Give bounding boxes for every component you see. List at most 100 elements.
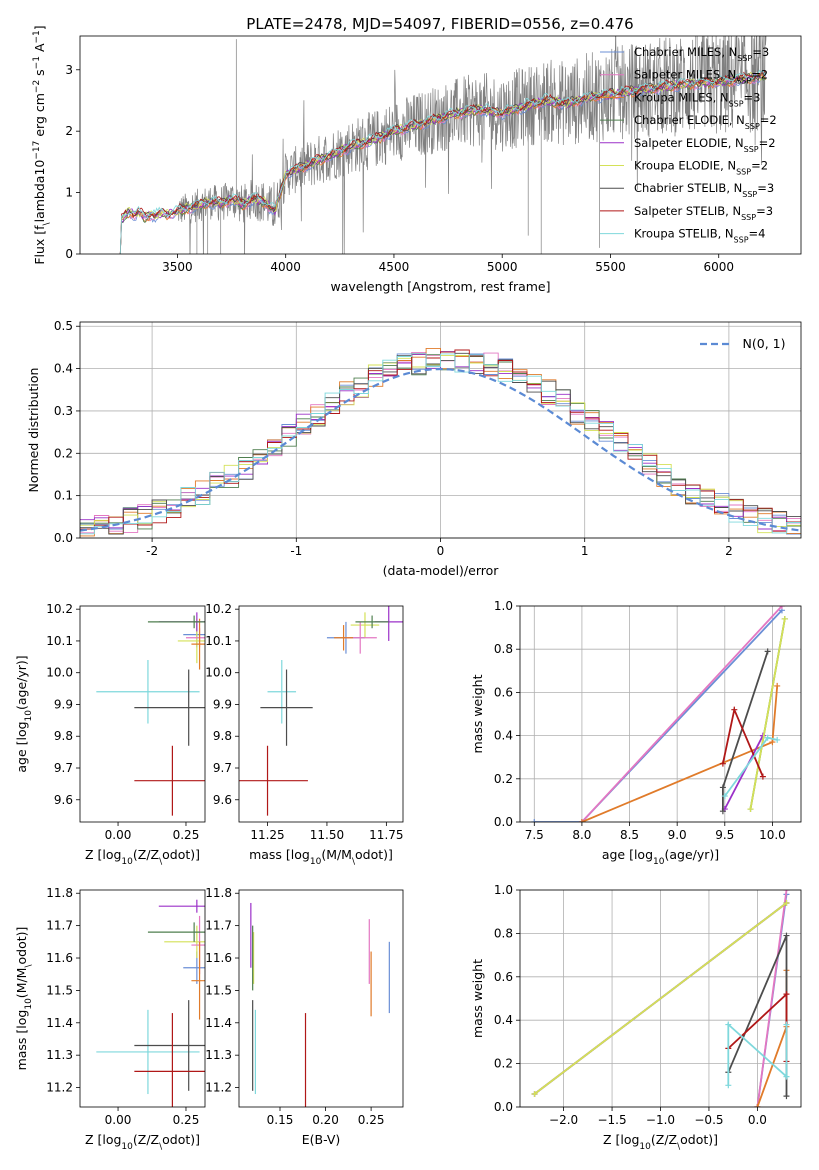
legend-entry: Kroupa STELIB, NSSP=4	[634, 227, 765, 245]
weight-marker	[719, 784, 726, 791]
y-tick-label: 11.7	[205, 919, 232, 933]
model-spectrum-line	[119, 73, 767, 254]
age-vs-metallicity-panel: 0.00 0.25 9.6 9.7 9.8 9.9 10.0 10.1 10.2 Z [log10…	[14, 602, 206, 867]
weight-marker	[774, 682, 781, 689]
x-axis-label: age [log10(age/yr)]	[602, 847, 719, 867]
weight-marker	[721, 793, 728, 800]
y-tick-label: 11.6	[46, 951, 73, 965]
y-tick-label: 1.0	[494, 883, 513, 897]
y-axis-label: Normed distribution	[26, 368, 41, 493]
x-axis-label: E(B-V)	[302, 1132, 341, 1147]
legend-entry: Chabrier STELIB, NSSP=3	[634, 181, 774, 199]
y-tick-label: 0.4	[54, 362, 73, 376]
y-tick-label: 1	[65, 186, 73, 200]
y-tick-label: 0.2	[494, 772, 513, 786]
legend-entry: Salpeter ELODIE, NSSP=2	[634, 136, 776, 154]
x-axis-label: mass [log10(M/M\odot)]	[249, 847, 393, 867]
weight-line	[756, 970, 788, 1107]
y-tick-label: 0.8	[494, 642, 513, 656]
y-tick-label: 0.0	[54, 531, 73, 545]
x-tick-label: −1.5	[597, 1113, 626, 1127]
y-tick-label: 10.0	[205, 666, 232, 680]
mass-vs-metallicity-panel: 0.00 0.25 11.2 11.3 11.4 11.5 11.6 11.7 11.8 Z [l…	[14, 886, 206, 1152]
axes-frame	[79, 321, 802, 539]
x-tick-label: 8.5	[620, 828, 639, 842]
y-tick-label: 0.2	[54, 446, 73, 460]
weight-line	[724, 735, 764, 810]
y-axis-label: mass weight	[470, 674, 485, 753]
spectrum-panel: 3500 4000 4500 5000 5500 6000 0 1 2 3 wavelength […	[32, 25, 802, 294]
model-spectrum-line	[119, 75, 767, 254]
axes-frame	[79, 35, 802, 255]
plot-area	[250, 902, 390, 1107]
x-tick-label: 11.25	[250, 828, 284, 842]
figure-title: PLATE=2478, MJD=54097, FIBERID=0556, z=0…	[246, 15, 633, 33]
x-tick-label: -2	[146, 544, 158, 558]
weight-marker	[764, 648, 771, 655]
x-tick-label: 0	[437, 544, 445, 558]
legend-entry: Salpeter STELIB, NSSP=3	[634, 204, 773, 222]
y-tick-label: 11.8	[46, 886, 73, 900]
weight-marker	[731, 706, 738, 713]
axes-frame	[238, 605, 404, 823]
y-axis-label: mass [log10(M/M\odot)]	[14, 927, 34, 1071]
x-tick-label: 5000	[487, 260, 518, 274]
y-tick-label: 9.6	[54, 793, 73, 807]
y-tick-label: 9.6	[213, 793, 232, 807]
weight-marker	[783, 1093, 790, 1100]
y-tick-label: 11.3	[46, 1048, 73, 1062]
model-spectrum-line	[119, 69, 767, 254]
y-tick-label: 9.9	[54, 697, 73, 711]
y-axis-label: Flux [f\lambda10−17 erg cm−2 s−1 A−1]	[32, 25, 52, 264]
weight-marker	[783, 1073, 790, 1080]
weight-marker	[783, 932, 790, 939]
x-tick-label: 0.25	[173, 828, 200, 842]
y-tick-label: 0.0	[494, 815, 513, 829]
x-tick-label: 0.0	[748, 1113, 767, 1127]
y-tick-label: 11.6	[205, 951, 232, 965]
residual-histogram	[80, 351, 801, 534]
plot-area	[531, 890, 790, 1107]
x-tick-label: 5500	[595, 260, 626, 274]
x-tick-label: 0.15	[267, 1113, 294, 1127]
weight-marker	[531, 1090, 538, 1097]
y-tick-label: 10.1	[205, 634, 232, 648]
x-tick-label: 0.25	[173, 1113, 200, 1127]
plot-area	[531, 606, 788, 822]
y-axis-label: mass weight	[470, 959, 485, 1038]
x-axis-label: (data-model)/error	[383, 563, 500, 578]
y-tick-label: 0.6	[494, 685, 513, 699]
y-tick-label: 0.4	[494, 1013, 513, 1027]
axes-frame	[238, 889, 404, 1108]
weight-line	[581, 685, 779, 822]
y-tick-label: 3	[65, 63, 73, 77]
y-tick-label: 11.4	[46, 1016, 73, 1030]
legend-entry: Chabrier MILES, NSSP=3	[634, 45, 769, 63]
y-tick-label: 10.2	[205, 602, 232, 616]
residual-histogram	[80, 353, 801, 537]
y-tick-label: 9.9	[213, 697, 232, 711]
y-tick-label: 10.1	[46, 634, 73, 648]
x-tick-label: 0.20	[312, 1113, 339, 1127]
y-tick-label: 0.4	[494, 729, 513, 743]
y-tick-label: 9.7	[213, 761, 232, 775]
weight-line	[581, 606, 783, 822]
y-tick-label: 11.2	[46, 1081, 73, 1095]
y-tick-label: 0.3	[54, 404, 73, 418]
y-tick-label: 0.6	[494, 970, 513, 984]
x-tick-label: −1.0	[646, 1113, 675, 1127]
weight-line	[756, 890, 788, 1107]
mass-vs-extinction-panel: 0.15 0.20 0.25 11.2 11.3 11.4 11.5 11.6 11.7 11.8…	[205, 886, 404, 1147]
x-tick-label: 4500	[379, 260, 410, 274]
plot-area	[96, 899, 205, 1107]
observed-spectrum	[177, 36, 767, 254]
x-tick-label: 0.25	[358, 1113, 385, 1127]
x-tick-label: -1	[290, 544, 302, 558]
y-tick-label: 9.8	[54, 729, 73, 743]
x-tick-label: −2.0	[549, 1113, 578, 1127]
y-tick-label: 2	[65, 124, 73, 138]
y-tick-label: 1.0	[494, 599, 513, 613]
x-tick-label: −0.5	[694, 1113, 723, 1127]
weight-marker	[725, 1082, 732, 1089]
weight-marker	[769, 739, 776, 746]
